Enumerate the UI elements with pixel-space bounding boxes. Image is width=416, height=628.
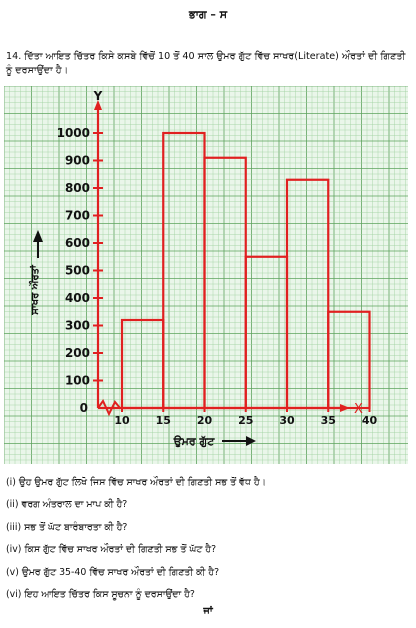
or-separator: ਜਾਂ (203, 606, 213, 617)
sub-question: (iii) ਸਭ ਤੋਂ ਘੱਟ ਬਾਰੰਬਾਰਤਾ ਕੀ ਹੈ? (6, 521, 128, 533)
y-tick-label: 700 (65, 209, 90, 223)
y-title-arrow-head (33, 230, 43, 242)
y-tick-label: 600 (65, 236, 90, 250)
x-axis-arrow (340, 404, 350, 412)
sub-question: (vi) ਇਹ ਆਇਤ ਚਿੱਤਰ ਕਿਸ ਸੂਚਨਾ ਨੂੰ ਦਰਸਾਉਂਦਾ… (6, 588, 195, 600)
x-axis-letter: X (354, 402, 363, 417)
y-tick-label: 300 (65, 319, 90, 333)
sub-question: (ii) ਵਰਗ ਅੰਤਰਾਲ ਦਾ ਮਾਪ ਕੀ ਹੈ? (6, 499, 128, 511)
sub-questions: (i) ਉਹ ਉਮਰ ਗੁੱਟ ਲਿਖੋ ਜਿਸ ਵਿੱਚ ਸਾਖਰ ਔਰਤਾਂ… (6, 476, 410, 610)
y-axis-letter: Y (93, 89, 103, 103)
origin-label: 0 (80, 401, 88, 415)
axis-break (97, 399, 121, 417)
x-tick-label: 25 (238, 414, 253, 427)
y-tick-label: 800 (65, 181, 90, 195)
y-tick-label: 400 (65, 291, 90, 305)
grid-background (4, 86, 408, 464)
x-tick-label: 20 (197, 414, 213, 427)
grid (3, 85, 408, 464)
y-tick-label: 500 (65, 264, 90, 278)
x-tick-label: 35 (321, 414, 336, 427)
sub-question: (v) ਉਮਰ ਗੁੱਟ 35-40 ਵਿੱਚ ਸਾਖਰ ਔਰਤਾਂ ਦੀ ਗਿ… (6, 566, 220, 578)
histogram-figure: 100 200 300 400 500 600 700 800 900 1000 10 15 20 25 3… (3, 85, 408, 464)
y-axis-arrow (94, 100, 102, 110)
sub-question: (i) ਉਹ ਉਮਰ ਗੁੱਟ ਲਿਖੋ ਜਿਸ ਵਿੱਚ ਸਾਖਰ ਔਰਤਾਂ… (6, 477, 266, 488)
x-title-arrow-head (246, 436, 256, 446)
x-tick-label: 40 (362, 414, 378, 427)
y-tick-label: 900 (65, 154, 90, 168)
section-title: ਭਾਗ – ਸ (188, 8, 228, 21)
y-tick-label: 200 (65, 346, 90, 360)
y-axis-title: ਸਾਖਰ ਔਰਤਾਂ (28, 264, 41, 316)
x-tick-label: 10 (114, 414, 130, 427)
y-tick-label: 100 (65, 374, 90, 388)
y-tick-label: 1000 (57, 126, 90, 140)
sub-question: (iv) ਕਿਸ ਗੁੱਟ ਵਿੱਚ ਸਾਖਰ ਔਰਤਾਂ ਦੀ ਗਿਣਤੀ ਸ… (6, 544, 217, 556)
x-tick-label: 30 (279, 414, 295, 427)
x-tick-label: 15 (156, 414, 171, 427)
x-axis-title: ਉਮਰ ਗੁੱਟ (173, 434, 215, 448)
question-text: 14. ਦਿੱਤਾ ਆਇਤ ਚਿੱਤਰ ਕਿਸੇ ਕਸਬੇ ਵਿੱਚੋਂ 10 … (6, 51, 406, 76)
